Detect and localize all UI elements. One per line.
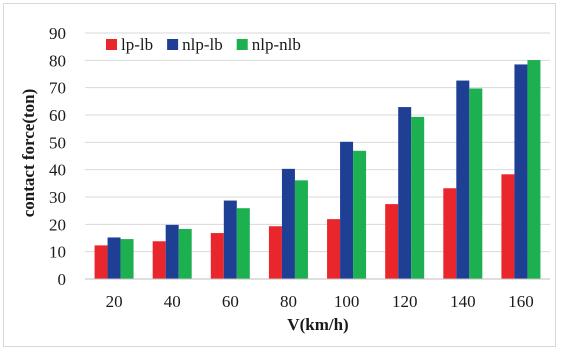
bar-lp-lb-60 [210,233,224,279]
bars [94,60,541,280]
bar-nlp-lb-160 [514,64,528,279]
x-tick-label: 60 [222,292,239,311]
bar-lp-lb-160 [501,174,515,279]
bar-lp-lb-80 [268,226,282,279]
y-tick-label: 60 [49,106,66,125]
y-tick-label: 40 [49,161,66,180]
bar-nlp-nlb-60 [236,208,250,279]
x-tick-label: 20 [106,292,123,311]
y-axis-label: contact force(ton) [19,89,38,218]
legend-swatch-nlp-lb [167,39,179,50]
bar-nlp-lb-120 [398,107,412,279]
y-tick-label: 0 [58,270,67,289]
x-tick-label: 140 [450,292,476,311]
x-tick-label: 120 [392,292,418,311]
axes: 0 10 20 30 40 50 60 70 80 90 20 40 60 80 100 120 140 160 [49,24,550,311]
bar-nlp-nlb-20 [120,239,134,279]
legend: lp-lb nlp-lb nlp-nlb [106,35,301,54]
x-tick-label: 80 [280,292,297,311]
bar-nlp-lb-20 [107,237,121,279]
y-tick-label: 20 [49,215,66,234]
y-tick-label: 80 [49,51,66,70]
bar-nlp-lb-140 [456,80,470,279]
bar-lp-lb-120 [385,204,399,279]
bar-nlp-nlb-120 [411,116,425,279]
y-tick-label: 30 [49,188,66,207]
legend-label-lp-lb: lp-lb [121,35,153,54]
bar-nlp-nlb-160 [527,60,541,280]
x-axis-label: V(km/h) [287,315,348,334]
legend-swatch-nlp-nlb [236,39,248,50]
legend-swatch-lp-lb [106,39,117,50]
bar-nlp-nlb-140 [469,88,483,279]
bar-nlp-lb-80 [281,168,295,279]
bar-lp-lb-140 [443,188,457,279]
y-tick-label: 90 [49,24,66,43]
bar-nlp-lb-60 [223,200,237,279]
bar-lp-lb-20 [94,245,108,279]
bar-nlp-nlb-100 [353,150,367,279]
y-tick-label: 70 [49,79,66,98]
x-tick-label: 160 [508,292,534,311]
legend-label-nlp-lb: nlp-lb [182,35,223,54]
y-tick-label: 50 [49,133,66,152]
bar-lp-lb-100 [327,219,341,279]
legend-label-nlp-nlb: nlp-nlb [252,35,301,54]
y-tick-label: 10 [49,243,66,262]
bar-nlp-lb-40 [165,224,179,279]
bar-lp-lb-40 [152,241,166,279]
bar-nlp-lb-100 [340,141,354,279]
x-tick-label: 100 [334,292,360,311]
bar-nlp-nlb-80 [294,180,308,279]
bar-nlp-nlb-40 [178,228,192,279]
x-tick-label: 40 [164,292,181,311]
